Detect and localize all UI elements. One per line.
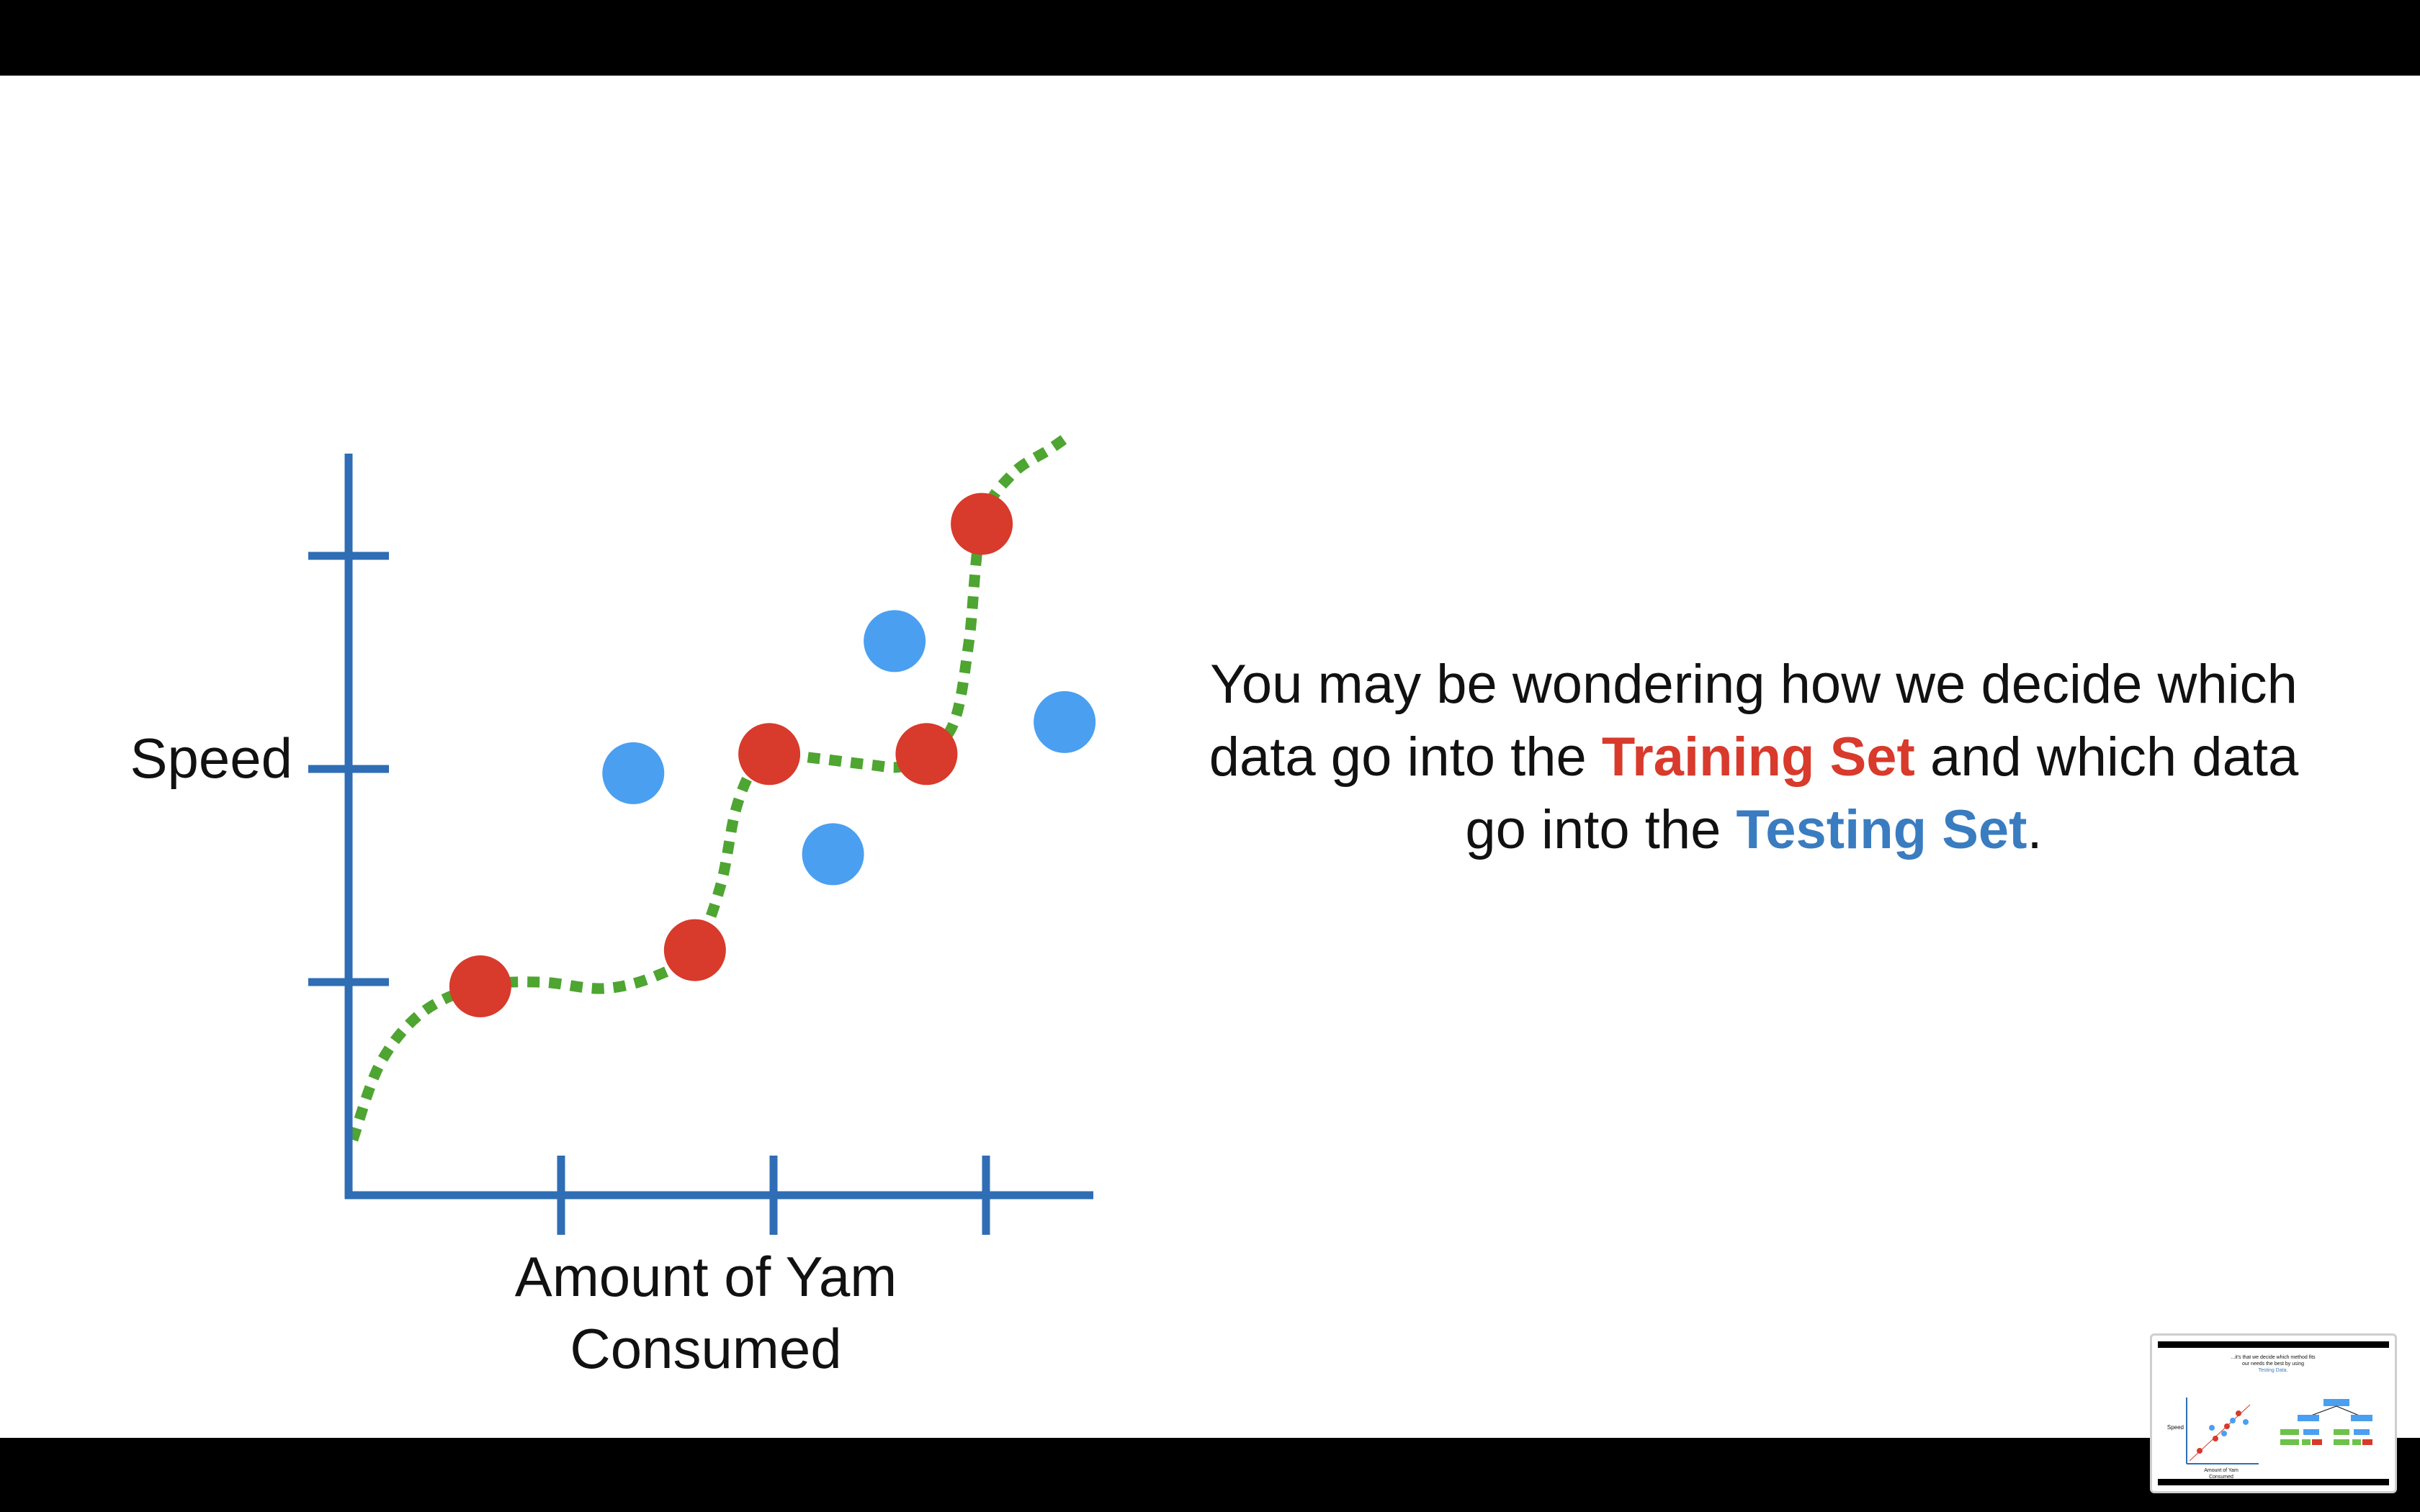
testing-set-label: Testing Set: [1736, 799, 2027, 860]
thumbnail-tree-node: [2334, 1429, 2349, 1435]
training-data-point: [951, 492, 1013, 555]
thumbnail-x-label-line2: Consumed: [2209, 1475, 2233, 1480]
thumbnail-tree-node: [2280, 1439, 2299, 1445]
thumbnail-caption-line1: ...it's that we decide which method fits: [2231, 1355, 2316, 1360]
training-set-label: Training Set: [1601, 726, 1915, 788]
thumbnail-tree-node: [2352, 1439, 2361, 1445]
thumbnail-tree-node: [2354, 1429, 2370, 1435]
thumbnail-point: [2224, 1423, 2230, 1429]
thumbnail-tree-edge: [2308, 1405, 2337, 1417]
thumbnail-tree-node: [2362, 1439, 2372, 1445]
thumbnail-point: [2221, 1431, 2227, 1436]
slide-message: You may be wondering how we decide which…: [1181, 648, 2326, 866]
thumbnail-tree-node: [2312, 1439, 2322, 1445]
thumbnail-tree-node: [2298, 1415, 2319, 1421]
training-data-point: [449, 955, 511, 1017]
thumbnail-tree-node: [2323, 1399, 2349, 1406]
slide: [0, 76, 2420, 1438]
x-ticks: [557, 1156, 990, 1235]
thumbnail-point: [2236, 1410, 2241, 1416]
thumbnail-caption-line2: our needs the best by using: [2241, 1362, 2304, 1367]
training-data-point: [738, 723, 801, 786]
training-data-point: [663, 919, 726, 981]
next-slide-thumbnail[interactable]: ...it's that we decide which method fits…: [2150, 1333, 2397, 1493]
y-ticks: [308, 552, 389, 986]
thumbnail-top-bar: [2158, 1341, 2389, 1348]
thumbnail-caption: ...it's that we decide which method fits…: [2201, 1354, 2345, 1374]
testing-data-point: [1034, 690, 1096, 753]
message-text-start: You may be wondering how we decide which…: [1209, 654, 2298, 788]
thumbnail-point: [2213, 1436, 2218, 1441]
thumbnail-tree-node: [2302, 1439, 2311, 1445]
data-points: [449, 492, 1096, 1017]
training-data-point: [895, 723, 958, 786]
thumbnail-y-label: Speed: [2167, 1424, 2184, 1431]
thumbnail-tree-node: [2334, 1439, 2349, 1445]
thumbnail-decision-trees: [2280, 1399, 2372, 1445]
testing-data-point: [864, 610, 926, 672]
thumbnail-x-label-line1: Amount of Yam: [2204, 1468, 2238, 1473]
message-text-middle: and which data go into the: [1465, 726, 2299, 860]
testing-data-point: [802, 823, 864, 886]
thumbnail-tree-node: [2351, 1415, 2372, 1421]
thumbnail-tree-node: [2303, 1429, 2319, 1435]
thumbnail-point: [2197, 1448, 2202, 1454]
x-axis-label-line1: Amount of Yam: [515, 1245, 897, 1308]
thumbnail-point: [2209, 1425, 2215, 1431]
testing-data-point: [602, 742, 665, 804]
thumbnail-slide: ...it's that we decide which method fits…: [2158, 1341, 2389, 1485]
thumbnail-point: [2243, 1419, 2249, 1425]
thumbnail-point: [2230, 1418, 2236, 1423]
thumbnail-bottom-bar: [2158, 1479, 2389, 1485]
thumbnail-graphics: Speed Amount of Yam Consumed: [2167, 1398, 2372, 1480]
thumbnail-tree-edge: [2336, 1405, 2362, 1417]
message-text-end: .: [2027, 799, 2043, 860]
x-axis-label-line2: Consumed: [570, 1317, 841, 1380]
y-axis-label: Speed: [130, 726, 292, 790]
thumbnail-tree-node: [2280, 1429, 2299, 1435]
thumbnail-caption-highlight: Testing Data.: [2258, 1368, 2288, 1373]
